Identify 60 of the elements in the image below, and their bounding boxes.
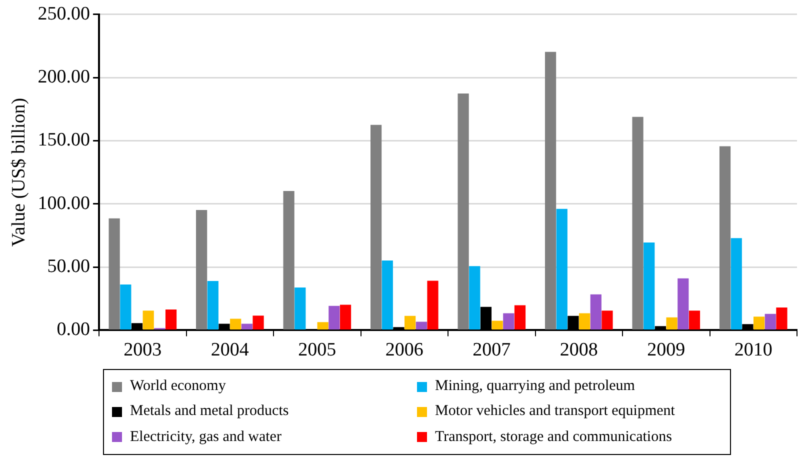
- y-tick-label: 50.00: [47, 256, 90, 278]
- legend-label: Motor vehicles and transport equipment: [435, 403, 675, 420]
- bar: [283, 190, 294, 330]
- bar: [719, 146, 731, 330]
- x-tick-label: 2003: [124, 340, 162, 361]
- bar: [458, 93, 469, 330]
- bar: [730, 238, 742, 330]
- bar: [294, 288, 306, 330]
- y-tick-label: 250.00: [38, 3, 90, 24]
- bar: [688, 310, 700, 330]
- bar: [503, 313, 514, 330]
- bar: [370, 124, 382, 330]
- bar: [108, 218, 120, 330]
- legend-label: Electricity, gas and water: [130, 428, 282, 446]
- bar: [120, 284, 132, 330]
- bar: [579, 313, 590, 330]
- x-tick-label: 2004: [210, 340, 250, 361]
- bar: [492, 320, 503, 330]
- bar: [644, 242, 655, 330]
- legend-label: Mining, quarrying and petroleum: [435, 378, 635, 396]
- bar: [632, 116, 644, 330]
- bar: [207, 281, 218, 330]
- bar: [165, 309, 177, 330]
- bar: [776, 307, 788, 330]
- bar: [753, 316, 765, 330]
- bar: [340, 304, 352, 330]
- y-tick-label: 0.00: [56, 319, 90, 340]
- legend-label: Transport, storage and communications: [435, 428, 672, 446]
- bar: [514, 305, 526, 330]
- x-tick-label: 2009: [647, 340, 686, 361]
- bar: [241, 324, 252, 330]
- bar: [590, 294, 602, 330]
- bar: [416, 322, 427, 330]
- bar: [678, 278, 689, 330]
- bar: [556, 208, 568, 330]
- legend-label: Metals and metal products: [130, 403, 289, 420]
- bar: [142, 310, 154, 330]
- x-tick-label: 2007: [472, 340, 511, 361]
- x-tick-label: 2008: [560, 340, 598, 361]
- bar: [404, 316, 416, 330]
- bar: [328, 306, 340, 330]
- x-tick-label: 2010: [734, 340, 772, 361]
- bar: [230, 318, 242, 330]
- x-tick-label: 2005: [298, 340, 336, 361]
- bar: [196, 210, 208, 330]
- bar: [252, 316, 264, 330]
- bar: [382, 260, 393, 330]
- bar: [427, 280, 438, 330]
- y-tick-label: 100.00: [38, 192, 90, 214]
- y-axis-title: Value (US$ billion): [8, 98, 30, 247]
- y-tick-label: 150.00: [38, 130, 90, 151]
- bar: [544, 52, 556, 330]
- legend-label: World economy: [130, 378, 226, 396]
- bar: [666, 317, 678, 330]
- bar: [469, 266, 480, 330]
- bar: [764, 314, 776, 330]
- y-tick-label: 200.00: [38, 66, 90, 88]
- bar: [602, 310, 613, 330]
- x-tick-label: 2006: [385, 340, 424, 361]
- bar: [317, 322, 328, 330]
